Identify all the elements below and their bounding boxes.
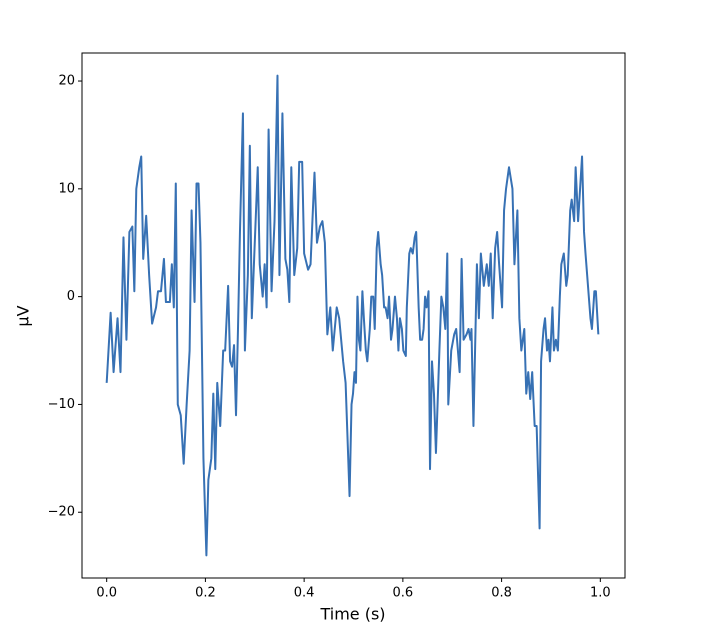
y-tick-label: −10 xyxy=(48,397,75,412)
x-tick-label: 0.8 xyxy=(491,586,512,601)
data-line xyxy=(105,74,600,557)
x-tick-label: 0.0 xyxy=(96,586,117,601)
y-axis-label: µV xyxy=(14,305,33,326)
x-tick-label: 1.0 xyxy=(590,586,611,601)
plot-frame xyxy=(81,52,626,579)
x-tick-label: 0.6 xyxy=(393,586,414,601)
y-tick-label: −20 xyxy=(48,505,75,520)
x-axis-label: Time (s) xyxy=(319,605,385,624)
x-tick-label: 0.2 xyxy=(195,586,216,601)
x-tick-label: 0.4 xyxy=(294,586,315,601)
y-tick-label: 20 xyxy=(58,74,75,89)
y-tick-label: 10 xyxy=(58,181,75,196)
y-tick-label: 0 xyxy=(67,289,75,304)
